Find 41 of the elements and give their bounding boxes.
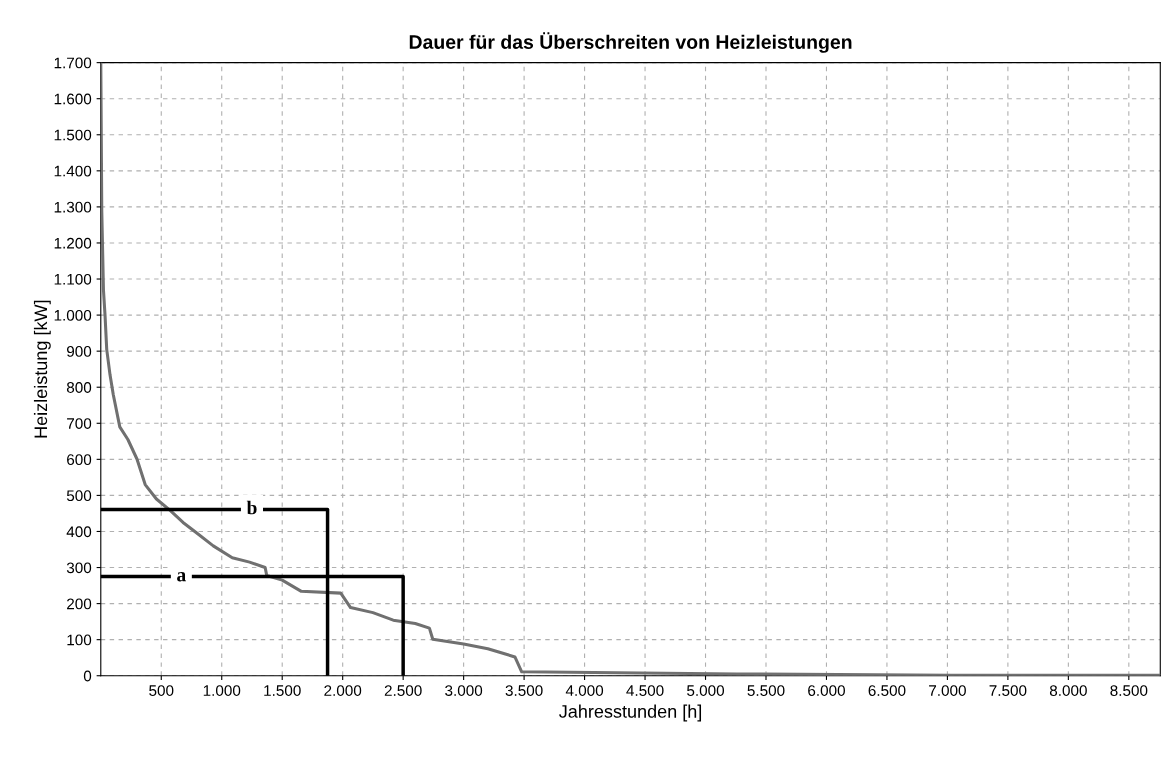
x-tick-label: 7.000 [929, 685, 966, 696]
y-tick-label: 1.600 [54, 93, 92, 105]
x-tick-label: 5.000 [687, 685, 725, 696]
y-tick-label: 0 [83, 670, 92, 682]
y-tick-label: 900 [66, 346, 92, 357]
y-tick-label: 1.500 [54, 129, 92, 141]
y-tick-label: 1.000 [54, 309, 92, 321]
x-tick-label: 1.000 [203, 685, 241, 696]
y-tick-label: 200 [67, 598, 92, 610]
y-tick-label: 1.300 [54, 201, 92, 213]
y-tick-label: 1.400 [54, 165, 92, 177]
y-tick-label: 800 [66, 382, 92, 393]
y-axis-title: Heizleistung [kW] [33, 300, 51, 438]
x-axis-title: Jahresstunden [h] [559, 704, 702, 722]
x-tick-label: 2.500 [384, 685, 422, 696]
x-tick-label: 2.000 [324, 685, 362, 696]
y-tick-label: 700 [67, 418, 92, 429]
chart-title: Dauer für das Überschreiten von Heizleistungen [409, 32, 852, 53]
annotation: a [177, 572, 186, 582]
x-tick-label: 1.500 [264, 685, 301, 696]
x-tick-label: 5.500 [747, 685, 785, 696]
x-tick-label: 8.500 [1110, 685, 1148, 696]
x-tick-label: 500 [149, 685, 174, 696]
x-tick-label: 8.000 [1049, 685, 1087, 696]
x-tick-label: 6.500 [868, 685, 906, 696]
annotation: b [246, 500, 257, 515]
y-tick-label: 600 [67, 454, 92, 466]
y-tick-label: 400 [66, 526, 92, 538]
x-tick-label: 6.000 [808, 685, 845, 696]
y-tick-label: 1.200 [54, 237, 92, 249]
x-tick-label: 7.500 [989, 685, 1027, 696]
x-tick-label: 3.000 [445, 685, 483, 696]
y-tick-label: 500 [66, 490, 92, 502]
x-tick-label: 3.500 [505, 685, 543, 696]
line-series [100, 62, 1161, 676]
y-tick-label: 1.700 [54, 57, 92, 69]
x-tick-label: 4.500 [626, 685, 664, 696]
y-tick-label: 300 [66, 562, 92, 574]
y-tick-label: 1.100 [54, 273, 92, 285]
x-tick-label: 4.000 [565, 685, 604, 696]
y-tick-label: 100 [67, 634, 92, 646]
